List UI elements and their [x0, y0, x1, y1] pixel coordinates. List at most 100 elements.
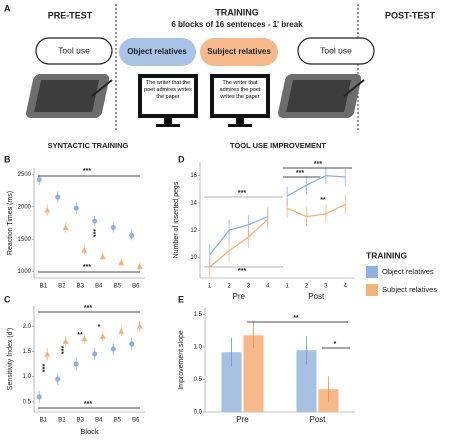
panel-label: D: [178, 154, 185, 164]
x-tick-label: 3: [247, 284, 251, 290]
group-label: Post: [308, 292, 325, 301]
screen: The writer that admires the poet writes …: [220, 80, 261, 100]
section-title: POST-TEST: [385, 10, 436, 20]
y-tick-label: 2500: [18, 172, 32, 178]
significance: ***: [238, 268, 246, 275]
y-axis-label: Number of inserted pegs: [173, 181, 180, 258]
marker: [81, 335, 88, 342]
marker: [136, 263, 143, 269]
x-tick-label: B5: [114, 284, 122, 290]
panel-label: A: [4, 3, 11, 13]
y-tick-label: 1500: [18, 237, 32, 243]
task-box: [200, 38, 278, 66]
x-tick-label: B3: [77, 284, 85, 290]
panel-label: C: [4, 294, 11, 304]
marker: [110, 346, 116, 352]
section-subtitle: 6 blocks of 16 sentences - 1' break: [171, 20, 303, 29]
section-header: TOOL USE IMPROVEMENT: [230, 141, 326, 150]
significance: ***: [84, 305, 92, 312]
x-tick-label: B4: [95, 284, 103, 290]
marker: [110, 224, 116, 231]
significance: ***: [84, 401, 92, 408]
bar: [221, 352, 242, 412]
bar: [243, 335, 264, 412]
x-tick-label: B6: [132, 418, 140, 424]
x-tick-label: 4: [344, 284, 348, 290]
marker: [73, 205, 79, 211]
x-tick-label: B6: [132, 284, 140, 290]
significance: **: [77, 332, 83, 339]
x-tick-label: 4: [266, 284, 270, 290]
x-tick-label: B1: [40, 418, 48, 424]
x-tick-label: B2: [58, 284, 66, 290]
x-tick-label: Pre: [236, 415, 249, 424]
x-tick-label: 2: [227, 284, 231, 290]
x-tick-label: 1: [208, 284, 212, 290]
screen: The writer that the poet admires writes …: [144, 80, 192, 101]
marker: [118, 328, 125, 334]
x-tick-label: Post: [309, 415, 326, 424]
task-box: [297, 37, 375, 65]
x-tick-label: 1: [286, 284, 290, 290]
y-axis-label: Improvement slope: [178, 330, 185, 390]
x-tick-label: B4: [95, 418, 103, 424]
significance: ***: [314, 161, 322, 168]
y-tick-label: 0.5: [23, 399, 32, 405]
monitor: [138, 74, 198, 127]
marker: [73, 361, 79, 367]
section-title: TRAINING: [215, 7, 259, 17]
x-axis-label: Block: [80, 427, 99, 436]
marker: [129, 232, 135, 238]
line: [209, 174, 346, 256]
marker: [62, 338, 69, 344]
group-label: Pre: [233, 292, 246, 301]
box-label: Tool use: [320, 45, 352, 55]
section-title: PRE-TEST: [48, 10, 93, 20]
y-axis-label: Reaction Times (ms): [7, 191, 14, 255]
significance: *: [98, 324, 101, 331]
x-tick-label: B2: [58, 418, 66, 424]
panel-label: B: [4, 154, 11, 164]
legend-label: Subject relatives: [382, 285, 437, 294]
tablet: [26, 74, 113, 118]
y-axis-label: Sensitivity Index (d'): [7, 328, 14, 390]
marker: [55, 194, 61, 200]
x-tick-label: B5: [114, 418, 122, 424]
task-box: [119, 38, 196, 66]
significance: ***: [57, 346, 64, 354]
significance: ***: [83, 168, 91, 175]
legend-title: TRAINING: [366, 250, 407, 260]
box-label: Tool use: [58, 45, 90, 55]
marker: [36, 177, 42, 183]
marker: [99, 333, 106, 339]
panel-label: E: [178, 294, 184, 304]
y-tick-label: 10: [190, 255, 197, 261]
marker: [55, 376, 61, 382]
x-tick-label: 2: [305, 284, 309, 290]
y-tick-label: 1.0: [194, 345, 203, 351]
marker: [136, 323, 143, 329]
task-box: [35, 37, 113, 65]
significance: ***: [238, 190, 246, 197]
monitor: [210, 74, 270, 127]
legend-swatch: [366, 266, 378, 278]
marker: [92, 351, 98, 357]
marker: [36, 394, 42, 400]
y-tick-label: 0.5: [194, 377, 203, 383]
x-tick-label: B3: [77, 418, 85, 424]
y-tick-label: 1.5: [194, 312, 203, 318]
marker: [99, 253, 106, 260]
marker: [118, 259, 125, 265]
significance: **: [293, 315, 299, 322]
sentence: The writer that the poet admires writes …: [144, 80, 192, 101]
y-tick-label: 2000: [18, 204, 32, 210]
legend-label: Object relatives: [382, 267, 434, 276]
y-tick-label: 0.0: [194, 410, 203, 416]
y-tick-label: 2.0: [23, 324, 32, 330]
significance: *: [334, 341, 337, 348]
significance: ***: [38, 364, 45, 372]
legend-swatch: [366, 284, 378, 296]
y-tick-label: 16: [190, 173, 197, 179]
marker: [44, 350, 51, 357]
